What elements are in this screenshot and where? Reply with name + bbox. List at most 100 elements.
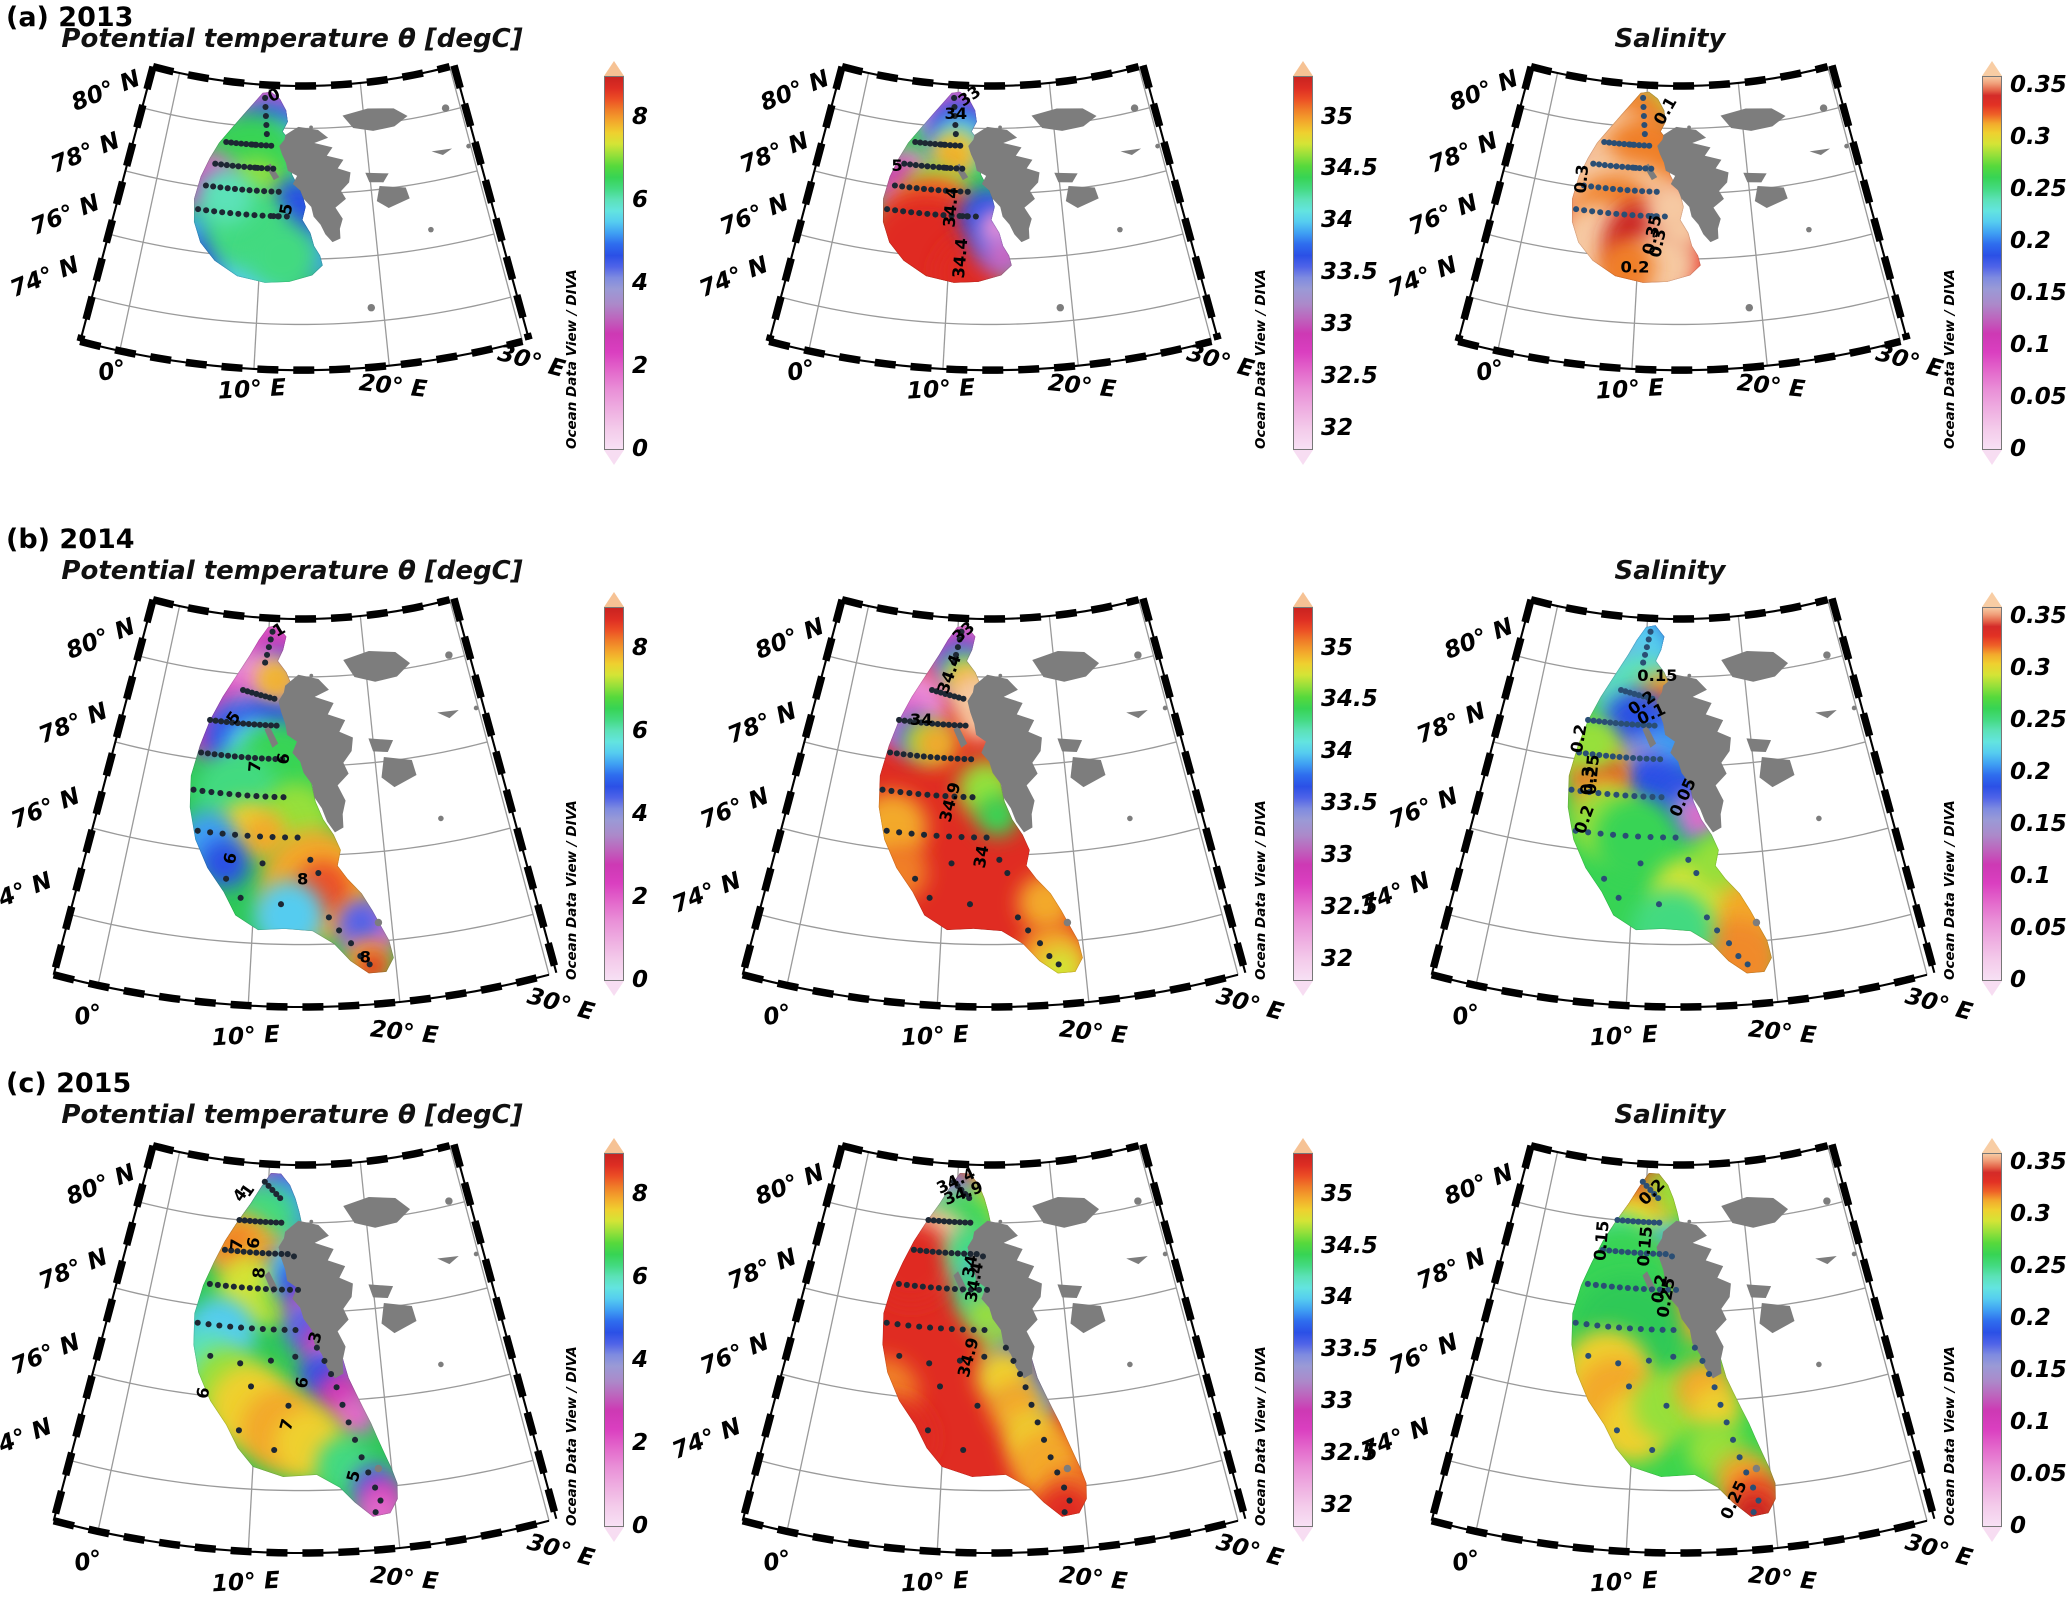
station-dot <box>328 1371 335 1378</box>
colorbar-arrow-up <box>1982 61 2002 76</box>
station-dot <box>262 722 269 729</box>
lon-label: 30° E <box>495 338 568 383</box>
land-island <box>1070 756 1106 788</box>
land-islet <box>309 125 313 130</box>
latitude-line <box>91 296 511 326</box>
lat-label: 76° N <box>7 781 84 834</box>
station-dot <box>954 1250 961 1257</box>
station-dot <box>234 720 241 727</box>
station-dot <box>1637 1250 1644 1257</box>
station-dot <box>1576 749 1583 756</box>
station-dot <box>942 187 949 194</box>
station-dot <box>239 186 246 193</box>
station-dot <box>1589 751 1596 758</box>
lon-label: 20° E <box>369 1014 440 1049</box>
land-islet <box>1816 815 1822 822</box>
station-dot <box>879 786 886 793</box>
station-dot <box>1645 636 1652 643</box>
land-islet <box>1687 125 1691 130</box>
station-dot <box>920 753 927 760</box>
station-dot <box>1612 1248 1619 1255</box>
station-dot <box>1637 212 1644 219</box>
land-islet <box>1752 918 1761 927</box>
land-island <box>1057 1284 1083 1299</box>
lon-label: 30° E <box>524 981 597 1026</box>
longitude-line <box>808 72 870 352</box>
station-dot <box>948 860 955 867</box>
station-dot <box>217 184 224 191</box>
station-dot <box>925 1216 932 1224</box>
station-dot <box>1650 756 1657 763</box>
lon-label: 10° E <box>217 373 287 405</box>
station-dot <box>1643 1250 1650 1257</box>
station-dot <box>981 1326 988 1334</box>
station-dot <box>1631 187 1638 194</box>
station-dot <box>935 1249 943 1256</box>
station-dot <box>1648 165 1655 172</box>
station-dot <box>924 1427 931 1434</box>
section-label-2014: (b) 2014 <box>6 524 135 555</box>
longitude-line <box>1138 66 1213 342</box>
station-dot <box>969 794 976 801</box>
colorbar-tick: 33.5 <box>1321 1336 1378 1362</box>
map-frame <box>1454 63 1911 374</box>
contour-label: 0.2 <box>1648 1273 1672 1305</box>
station-dot <box>933 792 940 799</box>
station-dot <box>275 188 282 195</box>
station-dot <box>243 211 250 218</box>
station-dot <box>979 1253 986 1260</box>
lat-label: 78° N <box>723 1242 800 1295</box>
land-islet <box>1687 673 1692 678</box>
station-dot <box>1616 1324 1623 1331</box>
longitude-line <box>1475 605 1559 986</box>
colorbar-tick: 4 <box>632 801 649 827</box>
map-frame <box>1428 596 1938 1011</box>
latitude-line <box>138 1201 465 1224</box>
station-dot <box>208 789 215 796</box>
contour-label: 8 <box>249 1266 269 1279</box>
lon-label: 30° E <box>524 1527 597 1572</box>
latitude-line <box>1447 913 1912 946</box>
station-dot <box>1600 1282 1607 1289</box>
station-dot <box>1586 789 1593 796</box>
land-island <box>1721 651 1789 682</box>
lon-label: 20° E <box>358 368 429 403</box>
station-dot <box>940 212 947 219</box>
colorbar-tick: 0.05 <box>2010 384 2067 410</box>
station-dot <box>961 756 968 763</box>
contour-label: 34 <box>970 844 993 870</box>
colorbar-tick: 0.05 <box>2010 1461 2067 1487</box>
station-dot <box>265 1250 272 1257</box>
station-dot <box>956 722 964 729</box>
land-svalbard <box>953 651 1168 927</box>
land-island <box>1656 1220 1731 1379</box>
colorbar-tick: 0.25 <box>2010 707 2067 733</box>
colorbar-arrow-up <box>604 61 624 76</box>
station-dot <box>954 755 961 762</box>
panel-title-salinity: Salinity <box>1614 1100 1726 1130</box>
station-dot <box>277 901 285 908</box>
station-dot <box>934 754 941 761</box>
lat-label: 80° N <box>751 612 828 665</box>
station-dot <box>223 162 230 169</box>
station-dot <box>1025 927 1032 934</box>
station-dot <box>966 1195 973 1202</box>
land-island <box>381 1302 417 1334</box>
station-dot <box>259 1250 266 1257</box>
station-dot <box>1637 860 1644 867</box>
station-dot <box>1609 185 1616 192</box>
map-frame <box>76 63 533 374</box>
land-island <box>343 1197 411 1228</box>
land-island <box>968 126 1040 243</box>
station-dot <box>261 1178 268 1185</box>
lat-label: 80° N <box>62 612 139 665</box>
station-dot <box>1624 164 1632 171</box>
lat-label: 74° N <box>6 250 83 303</box>
lat-label: 76° N <box>696 1327 773 1380</box>
lon-label: 10° E <box>211 1566 281 1598</box>
station-dot <box>961 1250 968 1257</box>
station-dot <box>1711 1384 1718 1391</box>
station-dot <box>943 1285 950 1292</box>
contour-label: 5 <box>276 202 297 217</box>
